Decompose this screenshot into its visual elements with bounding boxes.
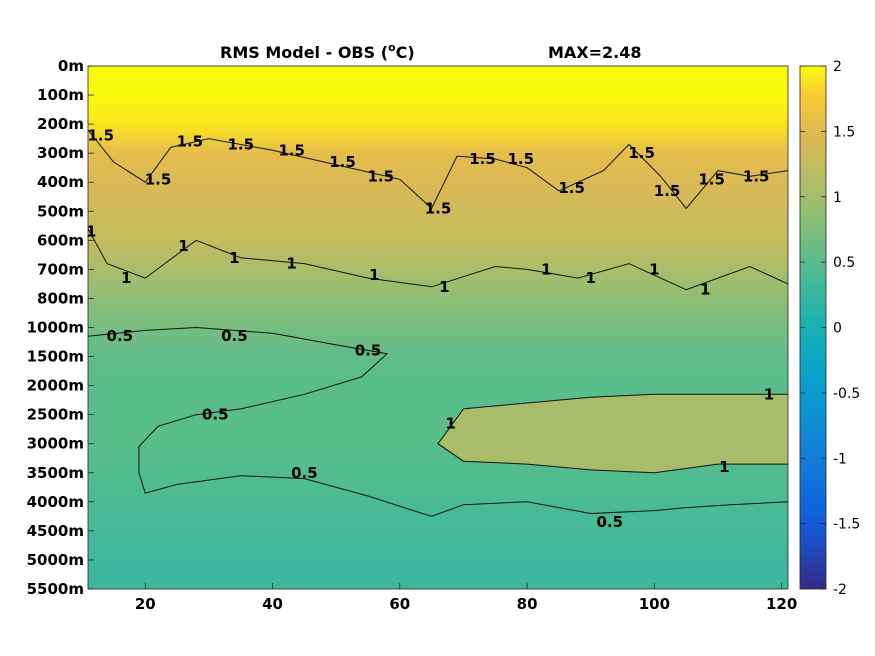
colorbar-tick-label: 1.5 xyxy=(833,124,855,140)
y-tick-label: 300m xyxy=(37,144,84,162)
contour-lines xyxy=(88,129,788,517)
contour-label: 1.5 xyxy=(654,182,681,200)
contour-label: 1 xyxy=(541,260,551,278)
y-tick-label: 700m xyxy=(37,260,84,278)
contour-label: 1.5 xyxy=(227,135,254,153)
contour-label: 1.5 xyxy=(177,133,204,151)
y-tick-label: 2000m xyxy=(27,377,84,395)
y-tick-label: 3000m xyxy=(27,435,84,453)
contour-label: 1.5 xyxy=(425,199,452,217)
contour-label: 1.5 xyxy=(145,170,172,188)
contour-labels: 1.5 1.5 1.5 1.5 1.5 1.5 1.5 1.5 1.5 1.5 1.5 1.5 1.5 1… xyxy=(86,127,774,531)
contour-label: 1 xyxy=(764,385,774,403)
contour-label: 1.5 xyxy=(507,150,534,168)
contour-label: 1 xyxy=(700,281,710,299)
y-tick-label: 3500m xyxy=(27,464,84,482)
y-tick-label: 4500m xyxy=(27,522,84,540)
colorbar-tick-label: -1.5 xyxy=(833,517,860,533)
contour-line-0-5-2 xyxy=(88,326,788,517)
x-tick-label: 40 xyxy=(262,595,283,613)
contour-label: 0.5 xyxy=(202,406,229,424)
contour-label: 1.5 xyxy=(469,150,496,168)
contour-label: 0.5 xyxy=(291,464,318,482)
y-tick-label: 5500m xyxy=(27,580,84,598)
y-tick-label: 100m xyxy=(37,86,84,104)
y-tick-label: 0m xyxy=(58,57,84,75)
x-tick-label: 80 xyxy=(517,595,538,613)
colorbar-tick-label: -0.5 xyxy=(833,386,860,402)
warm-anomaly-region xyxy=(438,394,788,473)
colorbar-ticks: 2 1.5 1 0.5 0 -0.5 -1 -1.5 -2 xyxy=(800,59,860,598)
y-axis: 0m 100m 200m 300m 400m 500m 600m 700m 800m 1000m 1… xyxy=(27,57,94,598)
contour-label: 1 xyxy=(649,260,659,278)
contour-label: 1 xyxy=(121,269,131,287)
y-tick-label: 400m xyxy=(37,173,84,191)
x-tick-label: 60 xyxy=(389,595,410,613)
y-tick-label: 5000m xyxy=(27,551,84,569)
contour-label: 0.5 xyxy=(107,327,134,345)
colorbar-tick-label: 1 xyxy=(833,190,842,206)
contour-line-1-5-0 xyxy=(88,129,788,210)
x-tick-label: 100 xyxy=(639,595,670,613)
contour-label: 1 xyxy=(86,223,96,241)
colorbar: 2 1.5 1 0.5 0 -0.5 -1 -1.5 -2 xyxy=(799,59,860,598)
colorbar-tick-label: 0.5 xyxy=(833,255,855,271)
colorbar-tick-label: -2 xyxy=(833,582,847,598)
colorbar-tick-label: 0 xyxy=(833,321,842,337)
contour-label: 1 xyxy=(439,278,449,296)
contour-label: 0.5 xyxy=(355,342,382,360)
contour-label: 1.5 xyxy=(743,167,770,185)
contour-label: 1.5 xyxy=(558,179,585,197)
y-tick-label: 1000m xyxy=(27,319,84,337)
x-axis: 20 40 60 80 100 120 xyxy=(135,583,797,613)
chart-title: RMS Model - OBS (oC) xyxy=(220,41,415,62)
contour-label: 1 xyxy=(719,458,729,476)
y-tick-label: 2500m xyxy=(27,406,84,424)
contour-label: 1 xyxy=(178,237,188,255)
contour-label: 1.5 xyxy=(329,153,356,171)
contour-label: 1 xyxy=(369,266,379,284)
contour-label: 1 xyxy=(286,255,296,273)
y-tick-label: 600m xyxy=(37,231,84,249)
heatmap-plot-area: 1.5 1.5 1.5 1.5 1.5 1.5 1.5 1.5 1.5 1.5 1.5 1.5 1.5 1… xyxy=(86,66,788,589)
contour-label: 1 xyxy=(229,249,239,267)
y-tick-label: 800m xyxy=(37,289,84,307)
colorbar-tick-label: -1 xyxy=(833,451,847,467)
colorbar-tick-label: 2 xyxy=(833,59,842,75)
x-tick-label: 120 xyxy=(766,595,797,613)
contour-label: 1.5 xyxy=(87,127,114,145)
contour-label: 0.5 xyxy=(221,327,248,345)
contour-label: 1.5 xyxy=(628,144,655,162)
contour-label: 1 xyxy=(586,269,596,287)
contour-label: 1.5 xyxy=(698,170,725,188)
y-tick-label: 1500m xyxy=(27,348,84,366)
y-tick-label: 500m xyxy=(37,202,84,220)
contour-line-1-3 xyxy=(437,393,788,474)
heatmap-anomalies xyxy=(438,394,788,473)
max-value-label: MAX=2.48 xyxy=(548,43,642,62)
contour-label: 0.5 xyxy=(597,513,624,531)
y-tick-label: 200m xyxy=(37,115,84,133)
y-tick-label: 4000m xyxy=(27,493,84,511)
contour-label: 1.5 xyxy=(367,167,394,185)
contour-label: 1 xyxy=(446,414,456,432)
contour-label: 1.5 xyxy=(278,141,305,159)
x-tick-label: 20 xyxy=(135,595,156,613)
heatmap-field xyxy=(88,66,788,589)
contour-line-1-1 xyxy=(88,228,788,291)
